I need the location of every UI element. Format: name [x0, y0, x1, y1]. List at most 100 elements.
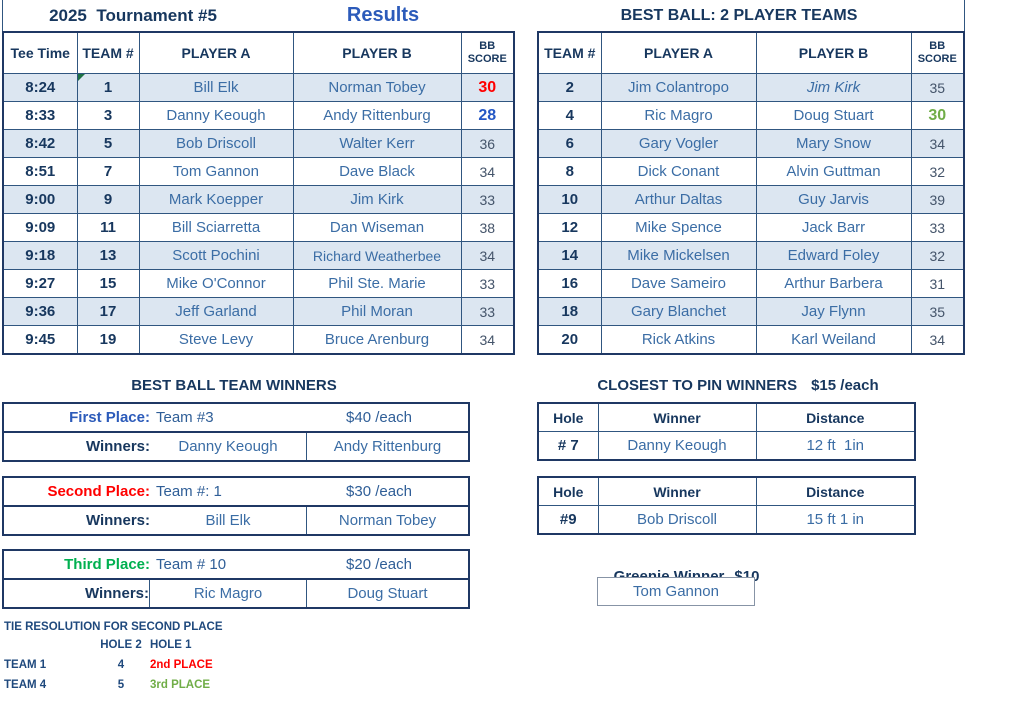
winner-header[interactable]: Winner	[597, 476, 757, 506]
player-b-cell[interactable]: Walter Kerr	[292, 129, 462, 158]
player-a-cell[interactable]: Rick Atkins	[600, 325, 757, 355]
third-place-winners-row[interactable]: Winners: Ric Magro Doug Stuart	[4, 578, 468, 607]
player-a-cell[interactable]: Ric Magro	[600, 101, 757, 130]
player-b-cell[interactable]: Jack Barr	[755, 213, 912, 242]
player-a-header[interactable]: PLAYER A	[600, 31, 757, 74]
tee-time-cell[interactable]: 8:33	[2, 101, 78, 130]
score-cell[interactable]: 34	[460, 241, 515, 270]
team-cell[interactable]: 9	[76, 185, 140, 214]
tee-time-cell[interactable]: 8:51	[2, 157, 78, 186]
score-cell[interactable]: 32	[910, 157, 965, 186]
player-b-cell[interactable]: Guy Jarvis	[755, 185, 912, 214]
tee-time-cell[interactable]: 8:24	[2, 73, 78, 102]
player-a-cell[interactable]: Steve Levy	[138, 325, 294, 355]
player-b-cell[interactable]: Phil Moran	[292, 297, 462, 326]
winner-cell[interactable]: Bob Driscoll	[597, 505, 757, 535]
player-a-cell[interactable]: Mark Koepper	[138, 185, 294, 214]
team-cell[interactable]: 8	[537, 157, 602, 186]
winner-cell[interactable]: Danny Keough	[597, 431, 757, 461]
bb-score-header[interactable]: BB SCORE	[460, 31, 515, 74]
score-cell[interactable]: 34	[910, 325, 965, 355]
player-b-cell[interactable]: Andy Rittenburg	[292, 101, 462, 130]
player-a-cell[interactable]: Mike Spence	[600, 213, 757, 242]
player-a-cell[interactable]: Bill Elk	[138, 73, 294, 102]
team-cell[interactable]: 3	[76, 101, 140, 130]
player-a-cell[interactable]: Dave Sameiro	[600, 269, 757, 298]
player-a-cell[interactable]: Mike Mickelsen	[600, 241, 757, 270]
player-a-cell[interactable]: Gary Vogler	[600, 129, 757, 158]
tee-time-cell[interactable]: 9:27	[2, 269, 78, 298]
team-cell[interactable]: 5	[76, 129, 140, 158]
tee-time-cell[interactable]: 8:42	[2, 129, 78, 158]
player-a-cell[interactable]: Tom Gannon	[138, 157, 294, 186]
player-b-header[interactable]: PLAYER B	[292, 31, 462, 74]
player-b-cell[interactable]: Alvin Guttman	[755, 157, 912, 186]
player-b-cell[interactable]: Edward Foley	[755, 241, 912, 270]
player-a-cell[interactable]: Dick Conant	[600, 157, 757, 186]
team-cell[interactable]: 14	[537, 241, 602, 270]
tee-time-cell[interactable]: 9:00	[2, 185, 78, 214]
player-a-cell[interactable]: Bob Driscoll	[138, 129, 294, 158]
player-b-cell[interactable]: Doug Stuart	[755, 101, 912, 130]
distance-cell[interactable]: 12 ft 1in	[755, 431, 916, 461]
player-a-cell[interactable]: Bill Sciarretta	[138, 213, 294, 242]
score-cell[interactable]: 33	[460, 185, 515, 214]
player-b-cell[interactable]: Jim Kirk	[292, 185, 462, 214]
distance-header[interactable]: Distance	[755, 402, 916, 432]
score-cell[interactable]: 31	[910, 269, 965, 298]
score-cell[interactable]: 30	[910, 101, 965, 130]
score-cell[interactable]: 35	[910, 73, 965, 102]
team-cell[interactable]: 11	[76, 213, 140, 242]
bb-score-header[interactable]: BB SCORE	[910, 31, 965, 74]
player-a-header[interactable]: PLAYER A	[138, 31, 294, 74]
team-cell[interactable]: 16	[537, 269, 602, 298]
player-a-cell[interactable]: Jeff Garland	[138, 297, 294, 326]
score-cell[interactable]: 38	[460, 213, 515, 242]
player-b-cell[interactable]: Richard Weatherbee	[292, 241, 462, 270]
player-a-cell[interactable]: Danny Keough	[138, 101, 294, 130]
player-b-cell[interactable]: Karl Weiland	[755, 325, 912, 355]
score-cell[interactable]: 30	[460, 73, 515, 102]
player-b-cell[interactable]: Dave Black	[292, 157, 462, 186]
player-b-cell[interactable]: Jim Kirk	[755, 73, 912, 102]
score-cell[interactable]: 35	[910, 297, 965, 326]
player-a-cell[interactable]: Gary Blanchet	[600, 297, 757, 326]
score-cell[interactable]: 33	[460, 297, 515, 326]
score-cell[interactable]: 39	[910, 185, 965, 214]
score-cell[interactable]: 34	[910, 129, 965, 158]
winner-header[interactable]: Winner	[597, 402, 757, 432]
player-b-header[interactable]: PLAYER B	[755, 31, 912, 74]
score-cell[interactable]: 36	[460, 129, 515, 158]
third-place-row[interactable]: Third Place: Team # 10 $20 /each	[4, 551, 468, 578]
player-a-cell[interactable]: Scott Pochini	[138, 241, 294, 270]
hole-header[interactable]: Hole	[537, 476, 599, 506]
player-b-cell[interactable]: Arthur Barbera	[755, 269, 912, 298]
second-place-winners-row[interactable]: Winners: Bill Elk Norman Tobey	[4, 505, 468, 534]
team-cell[interactable]: 15	[76, 269, 140, 298]
player-a-cell[interactable]: Arthur Daltas	[600, 185, 757, 214]
player-b-cell[interactable]: Jay Flynn	[755, 297, 912, 326]
tee-time-cell[interactable]: 9:45	[2, 325, 78, 355]
score-cell[interactable]: 33	[910, 213, 965, 242]
greenie-winner-box[interactable]: Tom Gannon	[597, 577, 755, 606]
player-b-cell[interactable]: Dan Wiseman	[292, 213, 462, 242]
second-place-row[interactable]: Second Place: Team #: 1 $30 /each	[4, 478, 468, 505]
first-place-winners-row[interactable]: Winners: Danny Keough Andy Rittenburg	[4, 431, 468, 460]
team-cell[interactable]: 2	[537, 73, 602, 102]
player-a-cell[interactable]: Mike O'Connor	[138, 269, 294, 298]
team-cell[interactable]: 7	[76, 157, 140, 186]
score-cell[interactable]: 34	[460, 325, 515, 355]
tee-time-cell[interactable]: 9:18	[2, 241, 78, 270]
player-a-cell[interactable]: Jim Colantropo	[600, 73, 757, 102]
player-b-cell[interactable]: Mary Snow	[755, 129, 912, 158]
tee-time-cell[interactable]: 9:09	[2, 213, 78, 242]
distance-cell[interactable]: 15 ft 1 in	[755, 505, 916, 535]
team-cell[interactable]: 13	[76, 241, 140, 270]
team-cell[interactable]: 10	[537, 185, 602, 214]
first-place-row[interactable]: First Place: Team #3 $40 /each	[4, 404, 468, 431]
team-cell[interactable]: 12	[537, 213, 602, 242]
team-cell[interactable]: 4	[537, 101, 602, 130]
team-cell[interactable]: 6	[537, 129, 602, 158]
player-b-cell[interactable]: Phil Ste. Marie	[292, 269, 462, 298]
hole-cell[interactable]: # 7	[537, 431, 599, 461]
